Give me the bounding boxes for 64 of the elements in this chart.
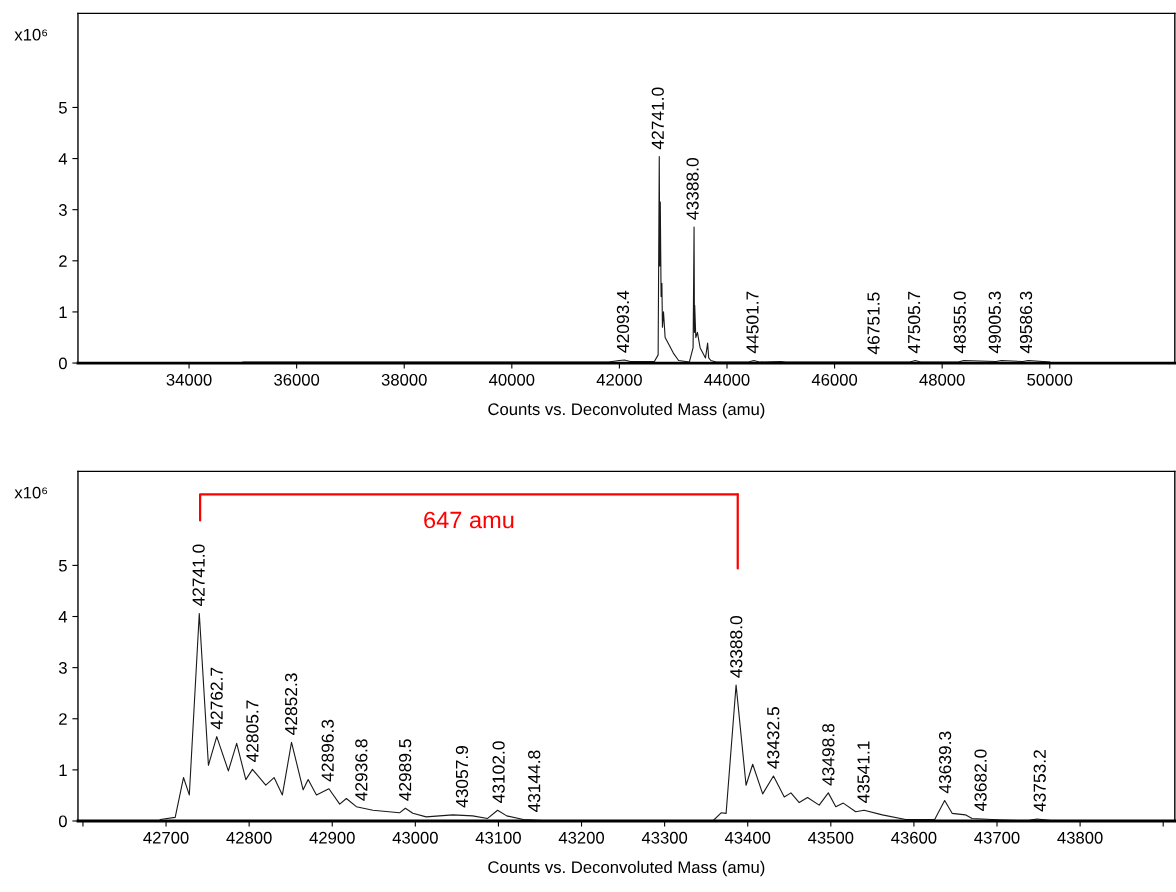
x-tick-label: 48000 [919, 373, 965, 386]
annotation: 42852.3 [284, 673, 298, 735]
y-tick-label: 3 [58, 662, 67, 674]
annotation: 43388.0 [730, 616, 743, 678]
x-tick-label: 40000 [489, 373, 535, 386]
x-tick-label: 43100 [475, 831, 521, 844]
x-tick-label: 50000 [1027, 373, 1073, 386]
annotation: 44501.7 [746, 291, 759, 354]
annotation: 42936.8 [355, 739, 368, 801]
x-tick-label: 42000 [596, 373, 642, 386]
x-tick-label: 42800 [226, 831, 272, 844]
x-tick-label: 43700 [974, 831, 1020, 844]
annotation: 42896.3 [321, 719, 334, 782]
annotation: 48355.0 [953, 291, 966, 354]
annotation: 43498.8 [822, 723, 835, 786]
text: x10⁶ [14, 28, 48, 41]
y-tick-label: 0 [58, 815, 67, 828]
annotation: 42805.7 [246, 700, 259, 763]
x-tick-label: 43400 [724, 831, 771, 844]
annotation: 43432.5 [767, 707, 780, 769]
y-tick-label: 2 [59, 255, 67, 267]
y-tick-label: 1 [59, 306, 67, 318]
annotation: 43057.9 [455, 745, 469, 808]
y-tick-label: 1 [59, 764, 67, 776]
x-tick-label: 38000 [381, 373, 427, 386]
y-tick-label: 0 [58, 357, 67, 370]
annotation: 49005.3 [988, 291, 1001, 354]
annotation: 43388.0 [686, 158, 699, 220]
x-tick-label: 43800 [1057, 831, 1103, 844]
y-tick-label: 5 [58, 559, 67, 572]
y-tick-label: 4 [58, 153, 68, 165]
annotation: 42741.0 [192, 544, 205, 607]
x-axis-title: Counts vs. Deconvoluted Mass (amu) [488, 402, 765, 419]
x-tick-label: 43500 [808, 831, 854, 844]
x-tick-label: 44000 [704, 373, 750, 386]
annotation: 43639.3 [938, 731, 952, 794]
annotation: 42989.5 [398, 739, 412, 801]
x-tick-label: 42700 [143, 831, 189, 844]
annotation: 47505.7 [907, 291, 921, 354]
x-tick-label: 46000 [811, 373, 858, 386]
annotation: 42093.4 [616, 290, 630, 353]
x-tick-label: 42900 [309, 831, 355, 844]
y-tick-label: 4 [58, 611, 68, 623]
annotation: 43682.0 [974, 749, 987, 812]
annotation: 42762.7 [210, 667, 223, 730]
x-tick-label: 34000 [166, 373, 212, 386]
x-tick-label: 43600 [891, 831, 937, 844]
annotation: 647 amu [424, 511, 514, 529]
x-tick-label: 36000 [274, 373, 320, 386]
annotation: 43144.8 [528, 750, 541, 813]
annotation: 46751.5 [867, 292, 880, 355]
y-tick-label: 3 [58, 204, 67, 216]
annotation: 43753.2 [1033, 750, 1046, 812]
annotation: 43102.0 [492, 741, 505, 803]
annotation: 42741.0 [651, 87, 664, 150]
annotation: 43541.1 [857, 741, 870, 803]
x-tick-label: 43000 [392, 831, 438, 844]
x-tick-label: 43300 [641, 831, 688, 844]
text: x10⁶ [14, 486, 48, 499]
annotation: 49586.3 [1019, 291, 1033, 354]
y-tick-label: 2 [59, 713, 67, 725]
x-tick-label: 43200 [558, 831, 605, 844]
x-axis-title: Counts vs. Deconvoluted Mass (amu) [488, 860, 765, 877]
y-tick-label: 5 [58, 102, 67, 114]
